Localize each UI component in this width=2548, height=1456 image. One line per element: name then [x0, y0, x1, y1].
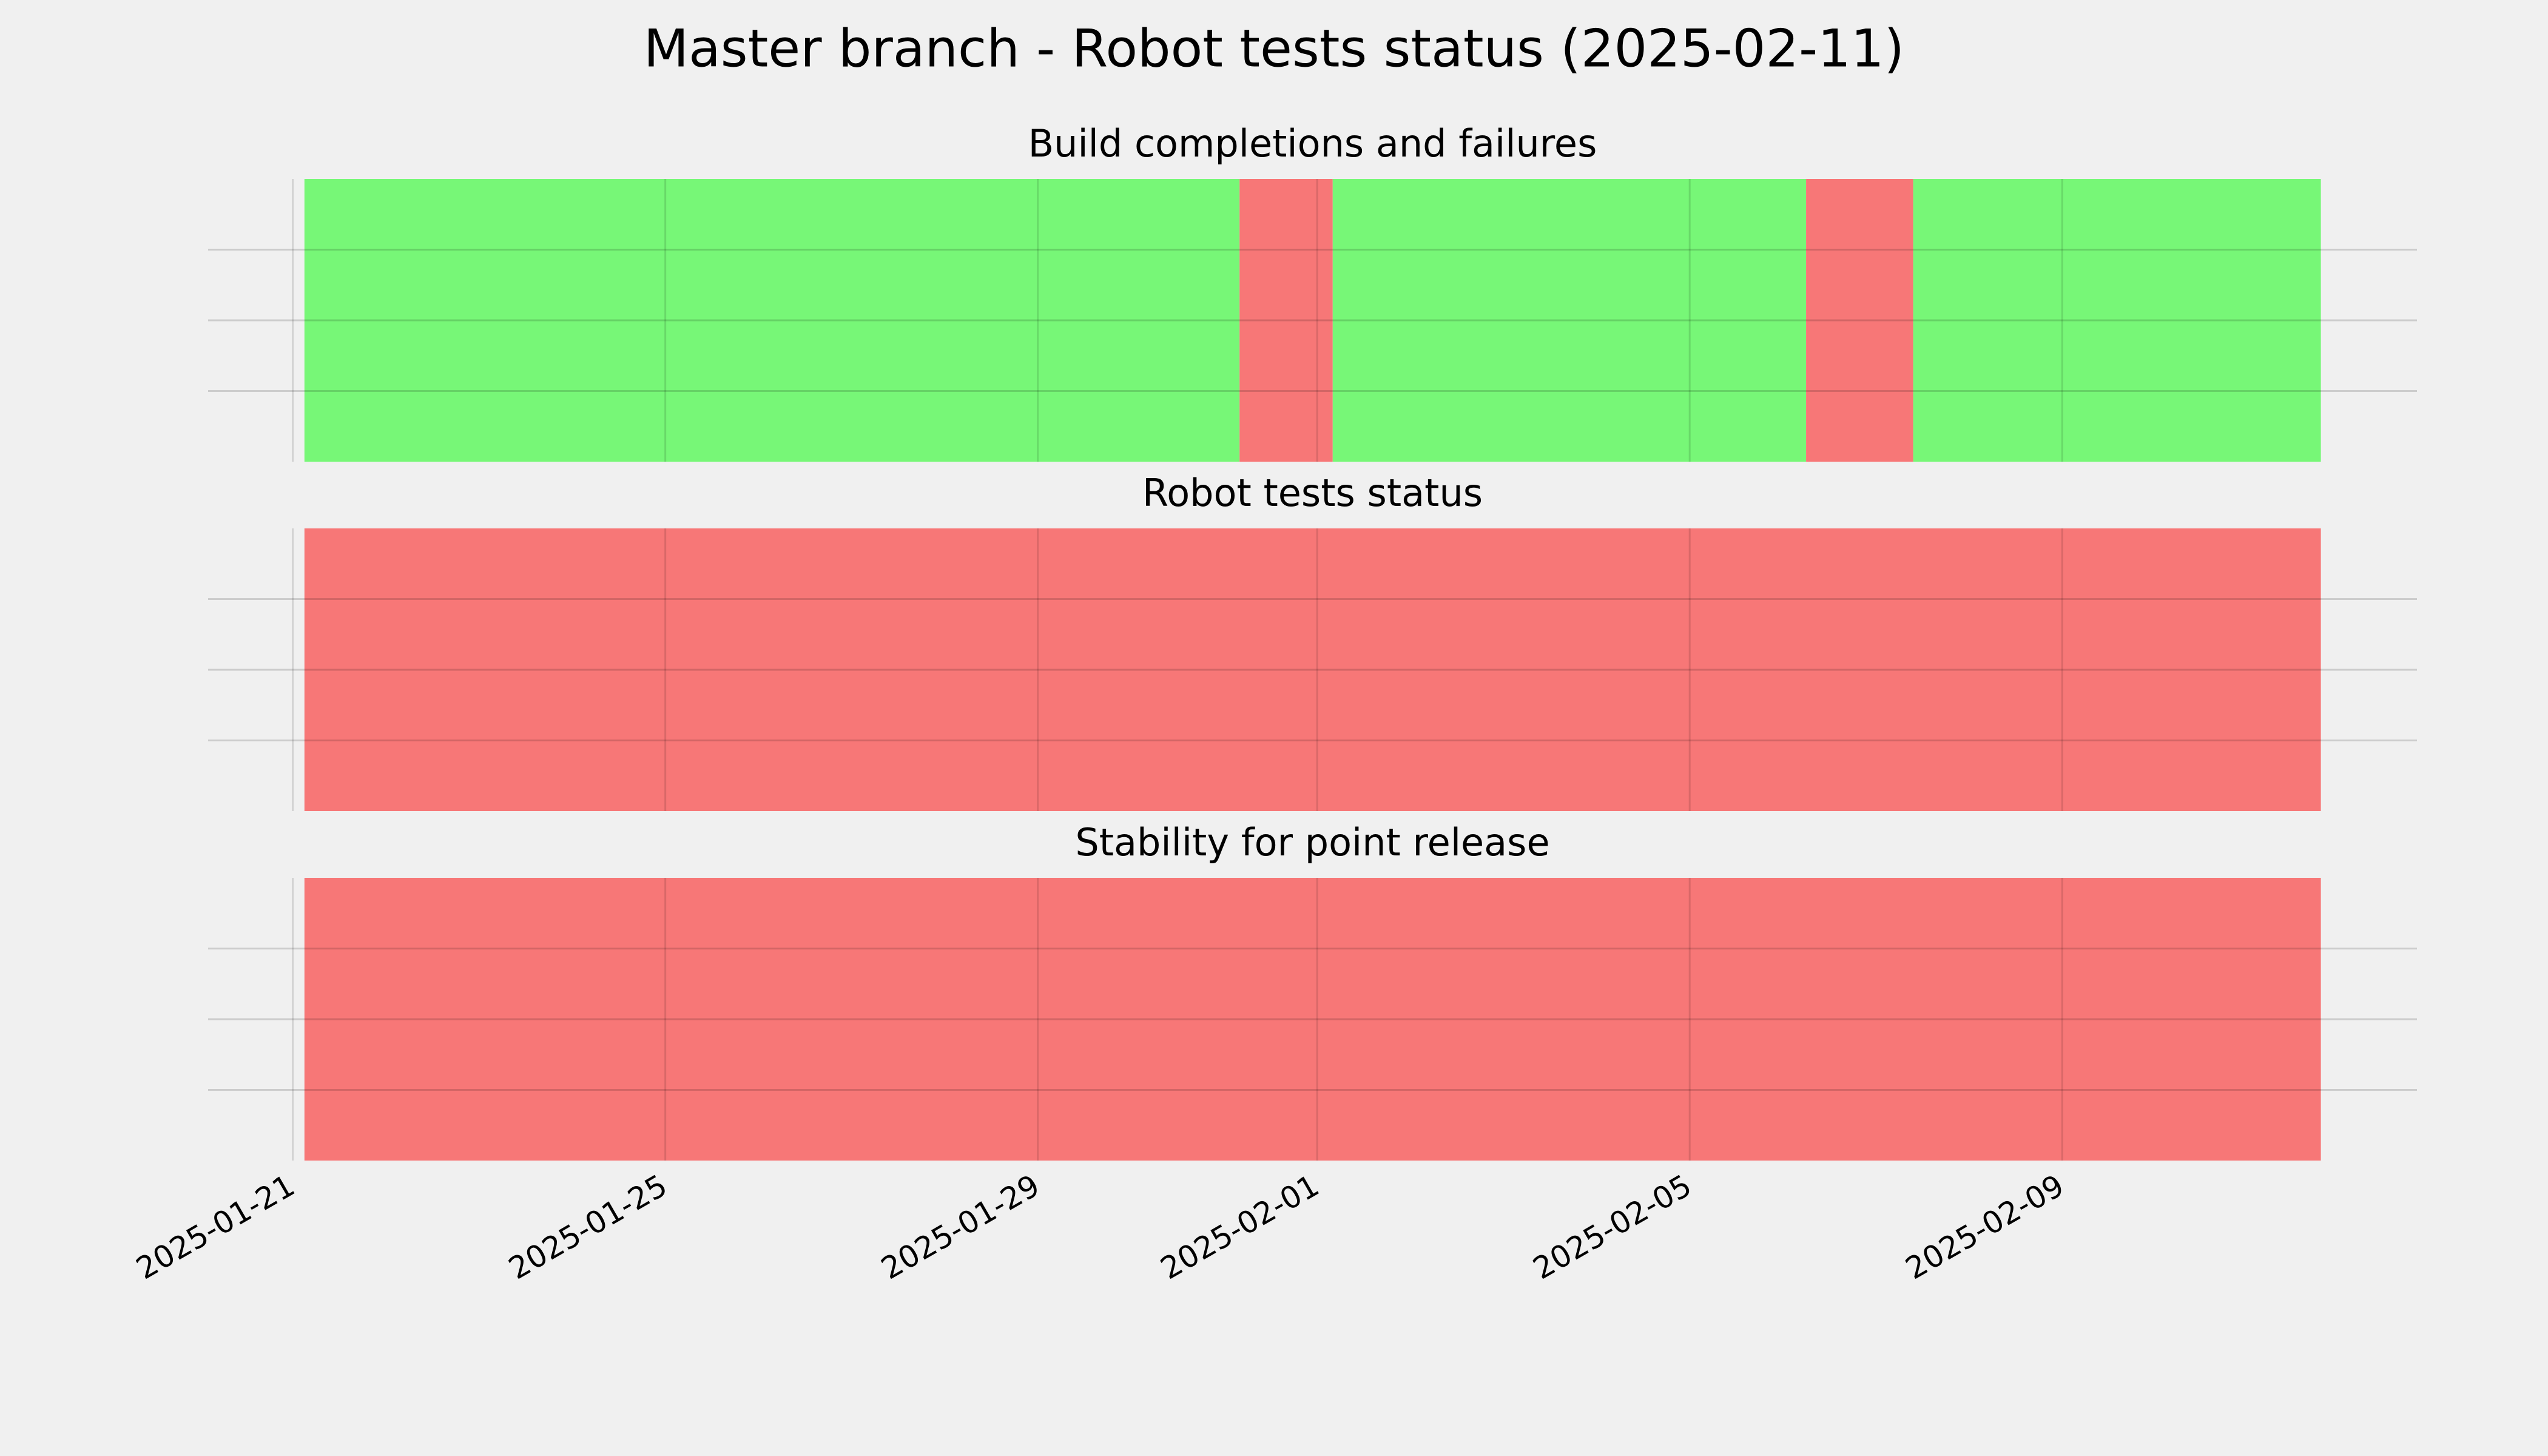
- x-tick-label: 2025-02-09: [1899, 1168, 2070, 1287]
- status-segment: [1239, 179, 1333, 462]
- status-segment: [304, 528, 2321, 811]
- chart-title: Master branch - Robot tests status (2025…: [644, 18, 1904, 79]
- panel-title: Build completions and failures: [1028, 121, 1597, 166]
- x-tick-label: 2025-01-29: [875, 1168, 1046, 1287]
- status-segment: [304, 878, 2321, 1161]
- status-segment: [1806, 179, 1913, 462]
- x-tick-label: 2025-01-21: [130, 1168, 301, 1287]
- x-tick-label: 2025-02-01: [1154, 1168, 1325, 1287]
- panel-title: Robot tests status: [1142, 471, 1483, 515]
- x-tick-label: 2025-01-25: [503, 1168, 673, 1287]
- panel-title: Stability for point release: [1075, 820, 1549, 864]
- status-segment: [1913, 179, 2321, 462]
- status-segment: [304, 179, 1240, 462]
- status-segment: [1332, 179, 1807, 462]
- x-tick-label: 2025-02-05: [1527, 1168, 1697, 1287]
